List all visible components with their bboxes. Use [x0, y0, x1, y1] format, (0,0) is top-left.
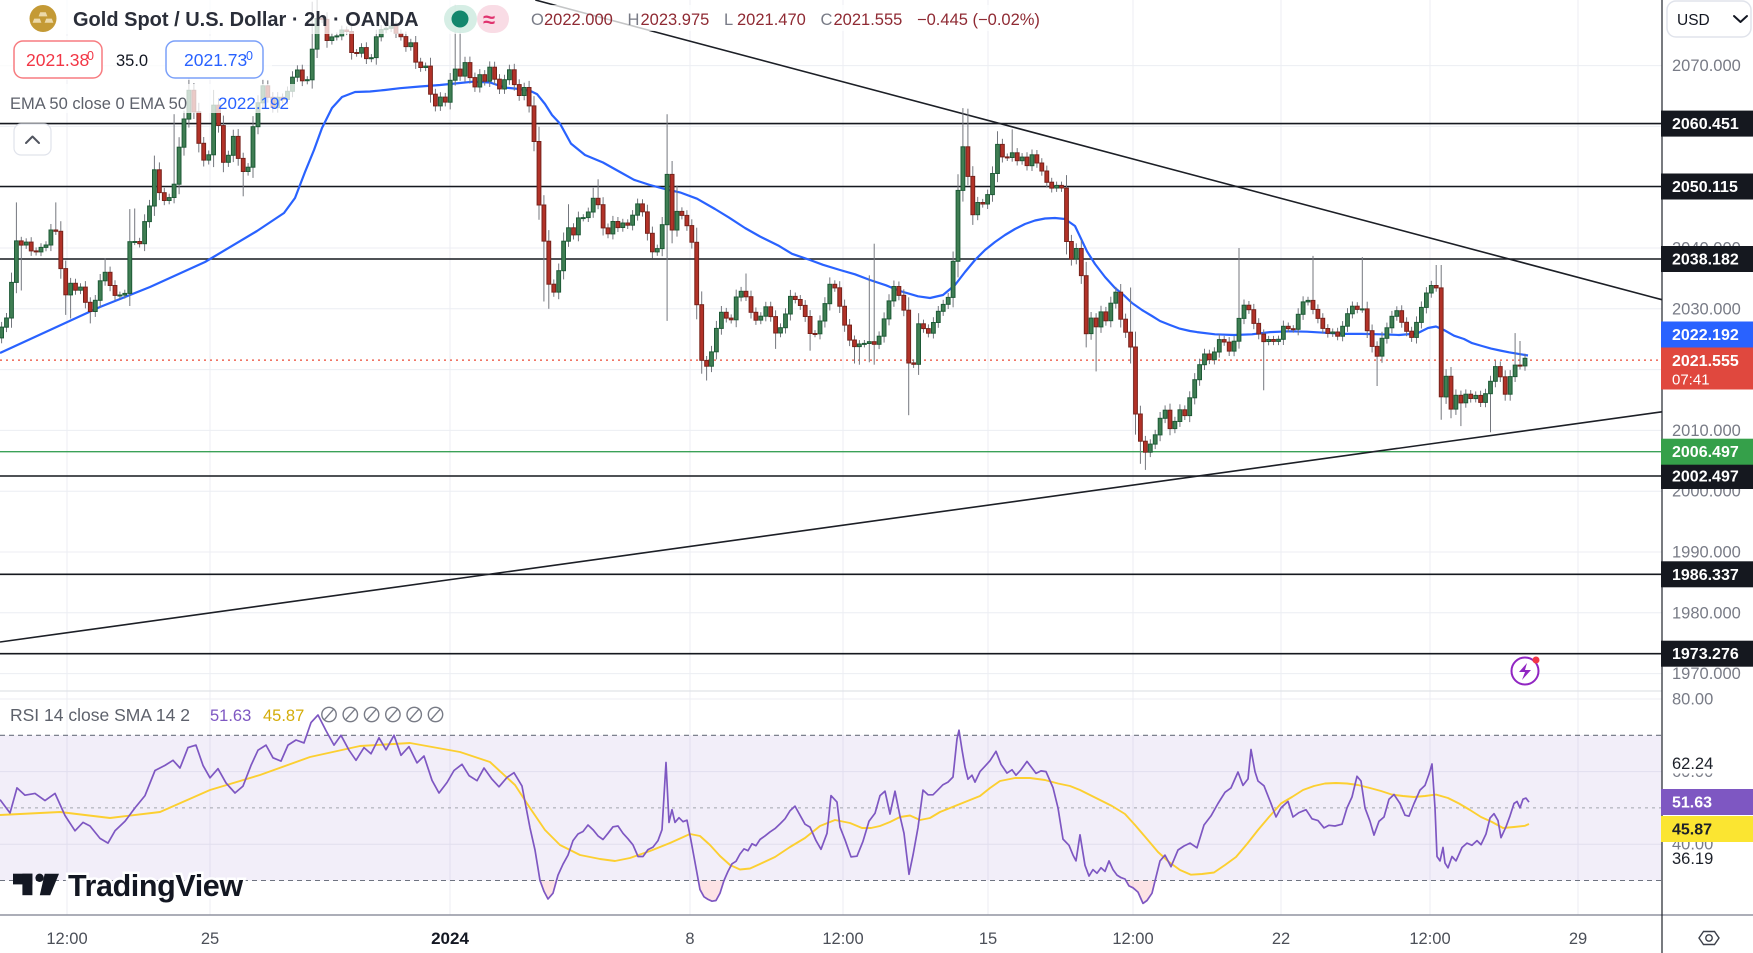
svg-text:0: 0	[246, 49, 253, 63]
svg-text:O: O	[531, 11, 544, 29]
svg-text:2060.451: 2060.451	[1672, 116, 1739, 133]
svg-text:−0.445 (−0.02%): −0.445 (−0.02%)	[917, 11, 1040, 29]
svg-text:2023.975: 2023.975	[641, 11, 710, 29]
svg-text:2024: 2024	[431, 929, 469, 948]
svg-text:51.63: 51.63	[1672, 795, 1712, 812]
svg-text:51.63: 51.63	[210, 707, 251, 725]
svg-text:12:00: 12:00	[1112, 930, 1153, 948]
svg-text:2006.497: 2006.497	[1672, 444, 1739, 461]
svg-text:1973.276: 1973.276	[1672, 646, 1739, 663]
svg-text:07:41: 07:41	[1672, 372, 1710, 389]
svg-text:≈: ≈	[483, 7, 495, 32]
svg-text:36.19: 36.19	[1672, 850, 1713, 868]
svg-text:2021.555: 2021.555	[834, 11, 903, 29]
svg-text:2070.000: 2070.000	[1672, 57, 1741, 75]
svg-text:12:00: 12:00	[822, 930, 863, 948]
svg-text:2021.38: 2021.38	[26, 50, 89, 70]
svg-text:1986.337: 1986.337	[1672, 567, 1739, 584]
svg-text:Gold Spot / U.S. Dollar · 2h ·: Gold Spot / U.S. Dollar · 2h · OANDA	[73, 9, 419, 31]
svg-text:C: C	[821, 11, 833, 29]
svg-text:15: 15	[979, 930, 997, 948]
svg-text:2021.555: 2021.555	[1672, 353, 1739, 370]
svg-text:35.0: 35.0	[116, 52, 148, 70]
svg-text:H: H	[628, 11, 640, 29]
svg-text:22: 22	[1272, 930, 1290, 948]
svg-text:1990.000: 1990.000	[1672, 544, 1741, 562]
svg-text:45.87: 45.87	[263, 707, 304, 725]
svg-text:2022.000: 2022.000	[544, 11, 613, 29]
svg-text:2022.192: 2022.192	[1672, 327, 1739, 344]
svg-text:2050.115: 2050.115	[1672, 179, 1738, 196]
svg-text:0: 0	[87, 49, 94, 63]
svg-text:2021.73: 2021.73	[184, 50, 247, 70]
svg-text:TradingView: TradingView	[68, 869, 243, 903]
svg-text:25: 25	[201, 930, 219, 948]
svg-text:2030.000: 2030.000	[1672, 300, 1741, 318]
svg-text:L: L	[724, 11, 733, 29]
svg-text:USD: USD	[1677, 12, 1710, 29]
svg-text:45.87: 45.87	[1672, 822, 1712, 839]
svg-text:62.24: 62.24	[1672, 755, 1713, 773]
svg-text:2022.192: 2022.192	[218, 94, 289, 113]
svg-text:1970.000: 1970.000	[1672, 665, 1741, 683]
svg-text:29: 29	[1569, 930, 1587, 948]
svg-text:8: 8	[685, 930, 694, 948]
svg-text:12:00: 12:00	[46, 930, 87, 948]
svg-text:EMA 50 close 0 EMA 50: EMA 50 close 0 EMA 50	[10, 95, 187, 113]
svg-text:2021.470: 2021.470	[737, 11, 806, 29]
svg-text:RSI 14 close SMA 14 2: RSI 14 close SMA 14 2	[10, 705, 190, 725]
svg-text:2038.182: 2038.182	[1672, 252, 1739, 269]
svg-text:2002.497: 2002.497	[1672, 469, 1739, 486]
svg-text:80.00: 80.00	[1672, 691, 1713, 709]
svg-text:12:00: 12:00	[1409, 930, 1450, 948]
svg-text:2010.000: 2010.000	[1672, 422, 1741, 440]
svg-text:1980.000: 1980.000	[1672, 604, 1741, 622]
